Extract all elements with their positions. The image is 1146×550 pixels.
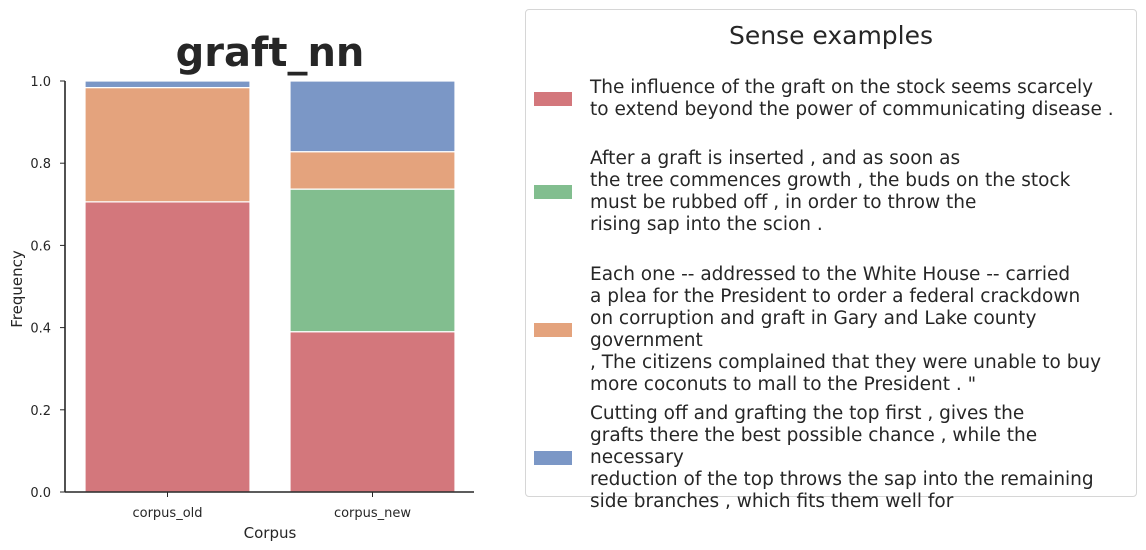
y-tick-label: 0.8 [30, 157, 51, 172]
legend-item-sense-4: Cutting off and grafting the top first ,… [534, 403, 1136, 513]
legend-text: The influence of the graft on the stock … [590, 77, 1114, 120]
legend-swatch [534, 323, 572, 337]
legend-item-sense-1: The influence of the graft on the stock … [534, 77, 1114, 121]
y-tick-label: 1.0 [30, 75, 51, 90]
bars-group [84, 80, 456, 493]
stacked-bar-chart: graft_nn 0.00.20.40.60.81.0 corpus_old co… [8, 30, 474, 542]
legend-text: After a graft is inserted , and as soon … [590, 148, 1071, 235]
y-axis-ticks: 0.0 0.2 0.4 0.6 0.8 1.0 [30, 75, 65, 501]
y-tick-label: 0.0 [30, 486, 51, 501]
legend: Sense examples The influence of the graf… [525, 9, 1137, 512]
bar-segment-corpus_new-series-3 [289, 151, 456, 190]
bar-segment-corpus_new-series-1 [289, 331, 456, 493]
legend-swatch [534, 185, 572, 199]
legend-swatch [534, 92, 572, 106]
y-tick-label: 0.4 [30, 322, 51, 337]
x-tick-label: corpus_old [132, 506, 202, 521]
legend-item-sense-2: After a graft is inserted , and as soon … [534, 148, 1070, 236]
bar-segment-corpus_old-series-3 [84, 86, 251, 203]
bar-segment-corpus_old-series-1 [84, 201, 251, 493]
chart-title: graft_nn [176, 30, 365, 76]
legend-title: Sense examples [728, 21, 934, 50]
y-tick-label: 0.6 [30, 239, 51, 254]
legend-item-sense-3: Each one -- addressed to the White House… [534, 264, 1136, 396]
y-axis-label: Frequency [8, 250, 26, 328]
y-tick-label: 0.2 [30, 404, 51, 419]
legend-text: Each one -- addressed to the White House… [590, 264, 1102, 395]
bar-segment-corpus_new-series-2 [289, 188, 456, 333]
bar-segment-corpus_new-series-4 [289, 80, 456, 153]
bar-segment-corpus_old-series-4 [84, 80, 251, 89]
x-axis-ticks: corpus_old corpus_new [132, 492, 411, 521]
legend-swatch [534, 451, 572, 465]
x-axis-label: Corpus [244, 524, 297, 542]
x-tick-label: corpus_new [334, 506, 411, 521]
legend-text: Cutting off and grafting the top first ,… [590, 403, 1094, 512]
